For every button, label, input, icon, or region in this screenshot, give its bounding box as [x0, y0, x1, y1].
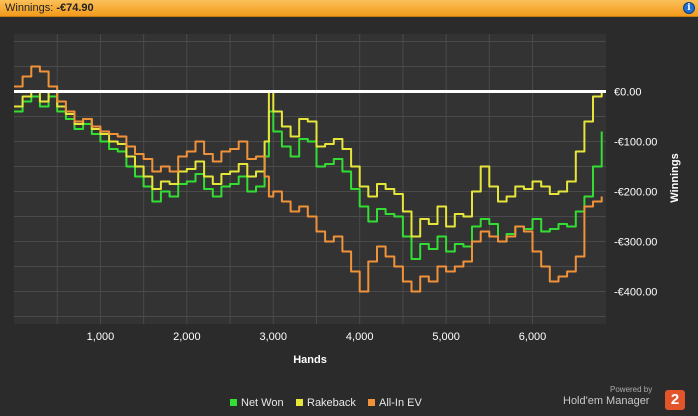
series-lines: [14, 65, 603, 293]
title-bar: Winnings: -€74.90 i: [0, 0, 698, 17]
legend-item-net-won[interactable]: Net Won: [230, 397, 284, 409]
x-tick-label: 4,000: [346, 331, 374, 343]
x-tick-label: 5,000: [432, 331, 460, 343]
legend-swatch-rakeback: [296, 399, 303, 406]
y-axis-label: Winnings: [669, 153, 681, 202]
x-tick-label: 1,000: [87, 331, 115, 343]
y-tick-label: €0.00: [614, 87, 642, 99]
x-tick-label: 6,000: [519, 331, 547, 343]
winnings-label: Winnings:: [5, 2, 54, 14]
x-axis-label: Hands: [293, 354, 327, 366]
legend-label-rakeback: Rakeback: [307, 397, 356, 409]
legend-item-rakeback[interactable]: Rakeback: [296, 397, 356, 409]
product-name: Hold'em Manager: [563, 395, 650, 407]
legend-swatch-net-won: [230, 399, 237, 406]
series-line-rakeback: [14, 90, 603, 238]
x-tick-labels: 1,000 2,000 3,000 4,000 5,000 6,000: [87, 331, 547, 343]
y-tick-labels: €0.00 -€100.00 -€200.00 -€300.00 -€400.00: [614, 87, 657, 299]
y-tick-label: -€400.00: [614, 287, 657, 299]
winnings-value: -€74.90: [56, 2, 94, 14]
legend-label-net-won: Net Won: [241, 397, 284, 409]
winnings-summary: Winnings: -€74.90: [5, 2, 94, 14]
legend-item-allin-ev[interactable]: All-In EV: [368, 397, 422, 409]
hm2-logo: 2: [665, 390, 685, 410]
plot-area: [14, 34, 606, 324]
x-tick-label: 3,000: [260, 331, 288, 343]
y-tick-label: -€100.00: [614, 137, 657, 149]
series-line-all-in-ev: [14, 65, 603, 293]
powered-by-text: Powered by: [610, 385, 653, 394]
legend-label-allin-ev: All-In EV: [379, 397, 422, 409]
y-tick-label: -€200.00: [614, 187, 657, 199]
legend-swatch-allin-ev: [368, 399, 375, 406]
info-icon[interactable]: i: [683, 2, 695, 14]
x-tick-label: 2,000: [173, 331, 201, 343]
y-tick-label: -€300.00: [614, 237, 657, 249]
